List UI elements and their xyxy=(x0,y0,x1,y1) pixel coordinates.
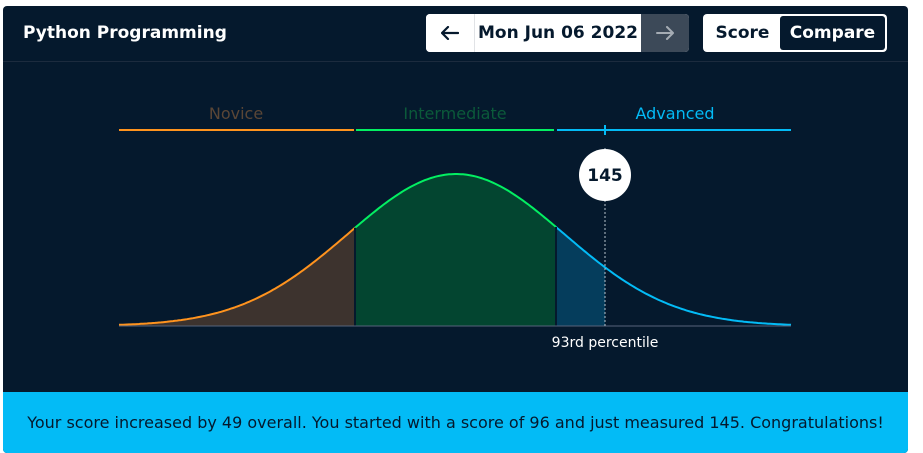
view-toggle: Score Compare xyxy=(703,14,887,52)
score-tab[interactable]: Score xyxy=(715,23,770,43)
assessment-card: Python Programming Mon Jun 06 2022 Score… xyxy=(3,6,908,453)
card-header: Python Programming Mon Jun 06 2022 Score… xyxy=(3,6,908,62)
level-label-novice: Novice xyxy=(209,104,263,123)
curve-intermediate xyxy=(354,173,557,229)
area-advanced-below-score xyxy=(556,227,605,326)
date-picker: Mon Jun 06 2022 xyxy=(426,14,689,52)
previous-date-button[interactable] xyxy=(426,14,475,52)
area-novice xyxy=(119,227,355,326)
level-label-intermediate: Intermediate xyxy=(403,104,506,123)
arrow-left-icon xyxy=(441,26,459,40)
arrow-right-icon xyxy=(656,26,674,40)
current-date: Mon Jun 06 2022 xyxy=(475,14,641,52)
page-title: Python Programming xyxy=(23,23,227,43)
score-distribution-chart: Novice Intermediate Advanced 145 93rd pe… xyxy=(119,104,792,351)
score-summary-banner: Your score increased by 49 overall. You … xyxy=(3,392,908,453)
score-summary-text: Your score increased by 49 overall. You … xyxy=(27,413,884,432)
score-badge xyxy=(579,149,631,201)
curve-novice xyxy=(119,227,356,326)
next-date-button[interactable] xyxy=(641,14,689,52)
curve-advanced xyxy=(555,226,792,326)
score-value: 145 xyxy=(587,166,623,186)
level-label-advanced: Advanced xyxy=(635,104,714,123)
percentile-label: 93rd percentile xyxy=(552,335,659,351)
area-intermediate xyxy=(355,174,556,326)
compare-tab[interactable]: Compare xyxy=(780,16,885,50)
